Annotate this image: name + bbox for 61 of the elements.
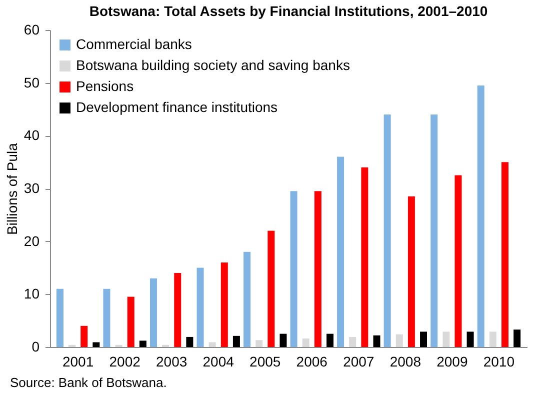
bar <box>256 340 263 347</box>
bar <box>314 191 322 347</box>
bar <box>514 330 521 347</box>
bar <box>139 340 146 347</box>
bar <box>430 114 438 347</box>
legend-label: Botswana building society and saving banks <box>76 57 350 73</box>
x-tick-label: 2004 <box>202 354 234 370</box>
bar <box>232 336 240 347</box>
bar <box>290 191 298 347</box>
bar <box>326 334 334 347</box>
bar <box>244 252 251 347</box>
y-tick-label: 50 <box>24 74 40 90</box>
bar <box>220 262 228 347</box>
bar <box>384 114 391 347</box>
bar <box>466 332 474 347</box>
x-tick-label: 2002 <box>109 354 141 370</box>
bar <box>268 230 275 347</box>
y-tick-label: 0 <box>32 338 40 354</box>
bar <box>349 336 356 347</box>
bar <box>208 342 216 347</box>
bar <box>361 167 368 347</box>
bar <box>373 335 380 347</box>
bar <box>80 326 88 347</box>
bar <box>92 342 100 347</box>
bar <box>196 268 204 347</box>
y-tick-label: 20 <box>24 232 40 249</box>
x-tick-label: 2001 <box>62 354 94 370</box>
legend-label: Development finance institutions <box>76 99 278 115</box>
bar <box>186 336 194 347</box>
bar <box>302 338 310 347</box>
legend-label: Commercial banks <box>76 36 192 52</box>
bar <box>280 334 287 347</box>
x-tick-label: 2010 <box>483 354 515 370</box>
x-tick-label: 2007 <box>343 354 374 370</box>
x-tick-label: 2005 <box>250 354 281 370</box>
bar <box>337 156 344 347</box>
x-tick-label: 2003 <box>156 354 188 370</box>
bar <box>150 278 157 347</box>
bar <box>396 334 403 347</box>
source-note: Source: Bank of Botswana. <box>10 375 167 390</box>
y-tick-label: 40 <box>24 127 40 144</box>
y-tick-label: 30 <box>24 180 40 196</box>
x-tick-label: 2006 <box>296 354 328 370</box>
bar <box>408 196 415 347</box>
bar <box>174 273 182 347</box>
x-tick-label: 2009 <box>436 354 468 370</box>
x-tick-label: 2008 <box>390 354 422 370</box>
bar <box>103 288 110 347</box>
y-tick-label: 60 <box>24 22 40 38</box>
chart-title: Botswana: Total Assets by Financial Institutions, 2001–2010 <box>89 3 488 19</box>
legend-label: Pensions <box>76 78 134 94</box>
bar <box>477 85 484 347</box>
y-axis-title: Billions of Pula <box>4 142 20 235</box>
bar <box>454 175 462 347</box>
y-tick-label: 10 <box>24 286 40 302</box>
bar <box>489 332 496 347</box>
bar <box>442 332 450 347</box>
bar <box>420 332 428 347</box>
bar <box>127 296 134 347</box>
bar <box>501 162 508 347</box>
bar <box>56 288 64 347</box>
